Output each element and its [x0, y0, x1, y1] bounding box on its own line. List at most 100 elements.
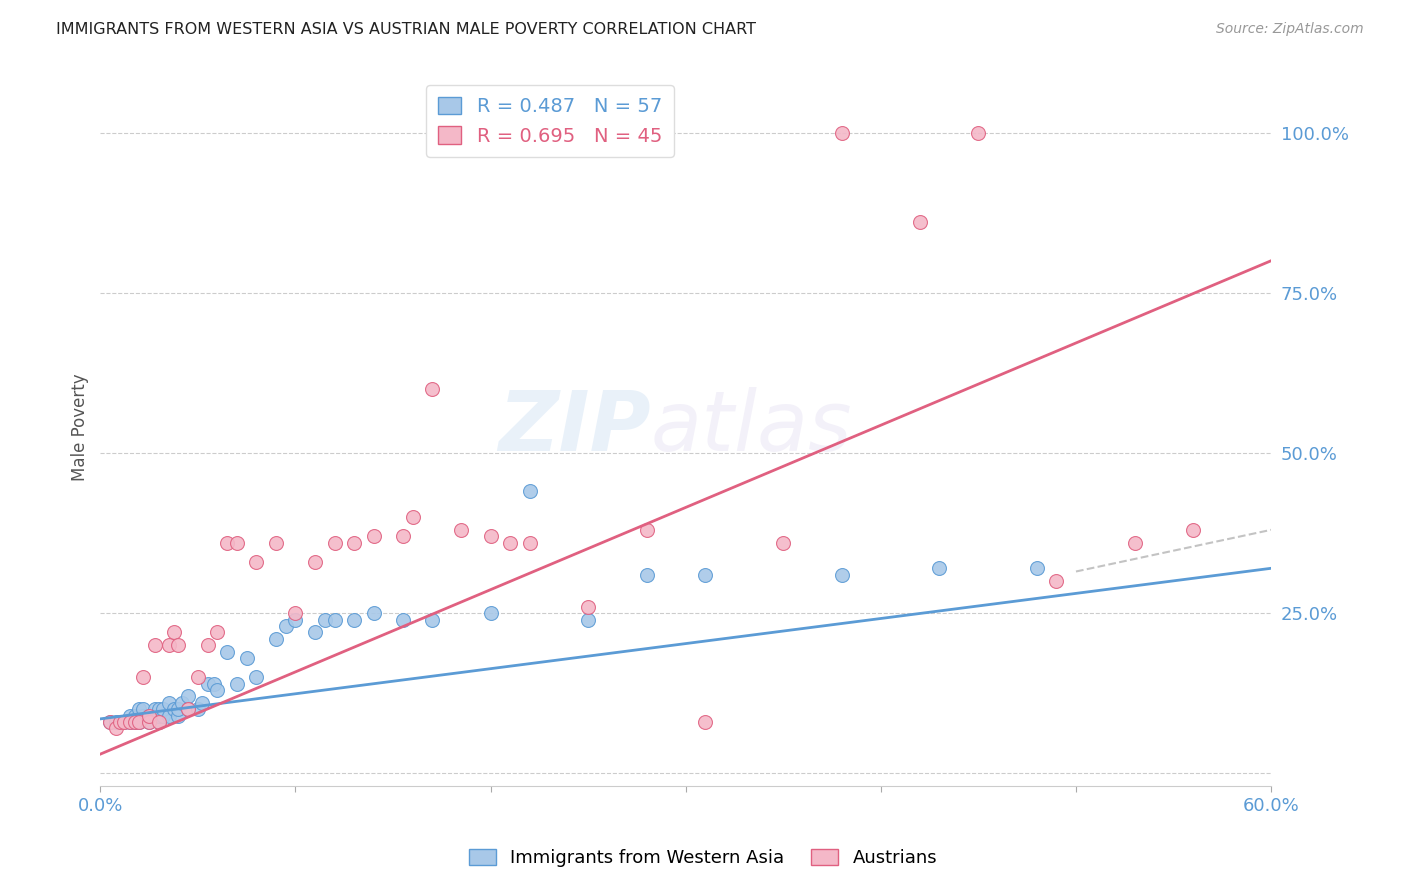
Point — [245, 555, 267, 569]
Point — [967, 126, 990, 140]
Point — [118, 714, 141, 729]
Point — [163, 625, 186, 640]
Point — [152, 702, 174, 716]
Point — [132, 708, 155, 723]
Point — [138, 714, 160, 729]
Text: atlas: atlas — [651, 387, 852, 467]
Text: IMMIGRANTS FROM WESTERN ASIA VS AUSTRIAN MALE POVERTY CORRELATION CHART: IMMIGRANTS FROM WESTERN ASIA VS AUSTRIAN… — [56, 22, 756, 37]
Point — [499, 535, 522, 549]
Point — [420, 382, 443, 396]
Point — [118, 708, 141, 723]
Point — [124, 714, 146, 729]
Point — [124, 708, 146, 723]
Point — [148, 708, 170, 723]
Point — [98, 714, 121, 729]
Point — [831, 126, 853, 140]
Point — [772, 535, 794, 549]
Point — [363, 529, 385, 543]
Point — [197, 676, 219, 690]
Point — [167, 708, 190, 723]
Point — [163, 702, 186, 716]
Point — [391, 613, 413, 627]
Point — [148, 714, 170, 729]
Point — [245, 670, 267, 684]
Point — [519, 535, 541, 549]
Point — [128, 708, 150, 723]
Point — [304, 555, 326, 569]
Point — [343, 613, 366, 627]
Point — [104, 714, 127, 729]
Point — [1026, 561, 1049, 575]
Point — [118, 714, 141, 729]
Text: Source: ZipAtlas.com: Source: ZipAtlas.com — [1216, 22, 1364, 37]
Legend: Immigrants from Western Asia, Austrians: Immigrants from Western Asia, Austrians — [461, 841, 945, 874]
Point — [304, 625, 326, 640]
Point — [187, 670, 209, 684]
Point — [177, 702, 200, 716]
Point — [479, 606, 502, 620]
Point — [479, 529, 502, 543]
Point — [274, 619, 297, 633]
Point — [226, 676, 249, 690]
Point — [202, 676, 225, 690]
Point — [235, 651, 257, 665]
Point — [148, 702, 170, 716]
Point — [1045, 574, 1067, 588]
Point — [108, 714, 131, 729]
Point — [143, 702, 166, 716]
Point — [157, 638, 180, 652]
Point — [264, 632, 287, 646]
Point — [177, 702, 200, 716]
Point — [157, 708, 180, 723]
Point — [391, 529, 413, 543]
Point — [636, 523, 658, 537]
Point — [695, 567, 717, 582]
Point — [284, 613, 307, 627]
Point — [104, 722, 127, 736]
Point — [172, 696, 194, 710]
Point — [323, 535, 346, 549]
Point — [284, 606, 307, 620]
Point — [1123, 535, 1146, 549]
Point — [177, 690, 200, 704]
Point — [191, 696, 214, 710]
Point — [138, 714, 160, 729]
Point — [314, 613, 336, 627]
Point — [152, 708, 174, 723]
Point — [132, 670, 155, 684]
Point — [363, 606, 385, 620]
Point — [167, 702, 190, 716]
Point — [226, 535, 249, 549]
Point — [420, 613, 443, 627]
Point — [138, 708, 160, 723]
Point — [128, 714, 150, 729]
Point — [112, 714, 135, 729]
Point — [108, 714, 131, 729]
Point — [908, 215, 931, 229]
Point — [264, 535, 287, 549]
Point — [519, 484, 541, 499]
Text: ZIP: ZIP — [498, 387, 651, 467]
Point — [207, 683, 229, 698]
Point — [1182, 523, 1205, 537]
Point — [148, 714, 170, 729]
Point — [143, 638, 166, 652]
Point — [401, 510, 423, 524]
Point — [207, 625, 229, 640]
Point — [217, 644, 239, 658]
Point — [112, 714, 135, 729]
Point — [450, 523, 472, 537]
Point — [138, 708, 160, 723]
Point — [576, 599, 599, 614]
Point — [167, 638, 190, 652]
Y-axis label: Male Poverty: Male Poverty — [72, 374, 89, 481]
Point — [98, 714, 121, 729]
Point — [343, 535, 366, 549]
Point — [695, 714, 717, 729]
Point — [217, 535, 239, 549]
Point — [124, 714, 146, 729]
Point — [831, 567, 853, 582]
Point — [187, 702, 209, 716]
Point — [132, 702, 155, 716]
Point — [128, 714, 150, 729]
